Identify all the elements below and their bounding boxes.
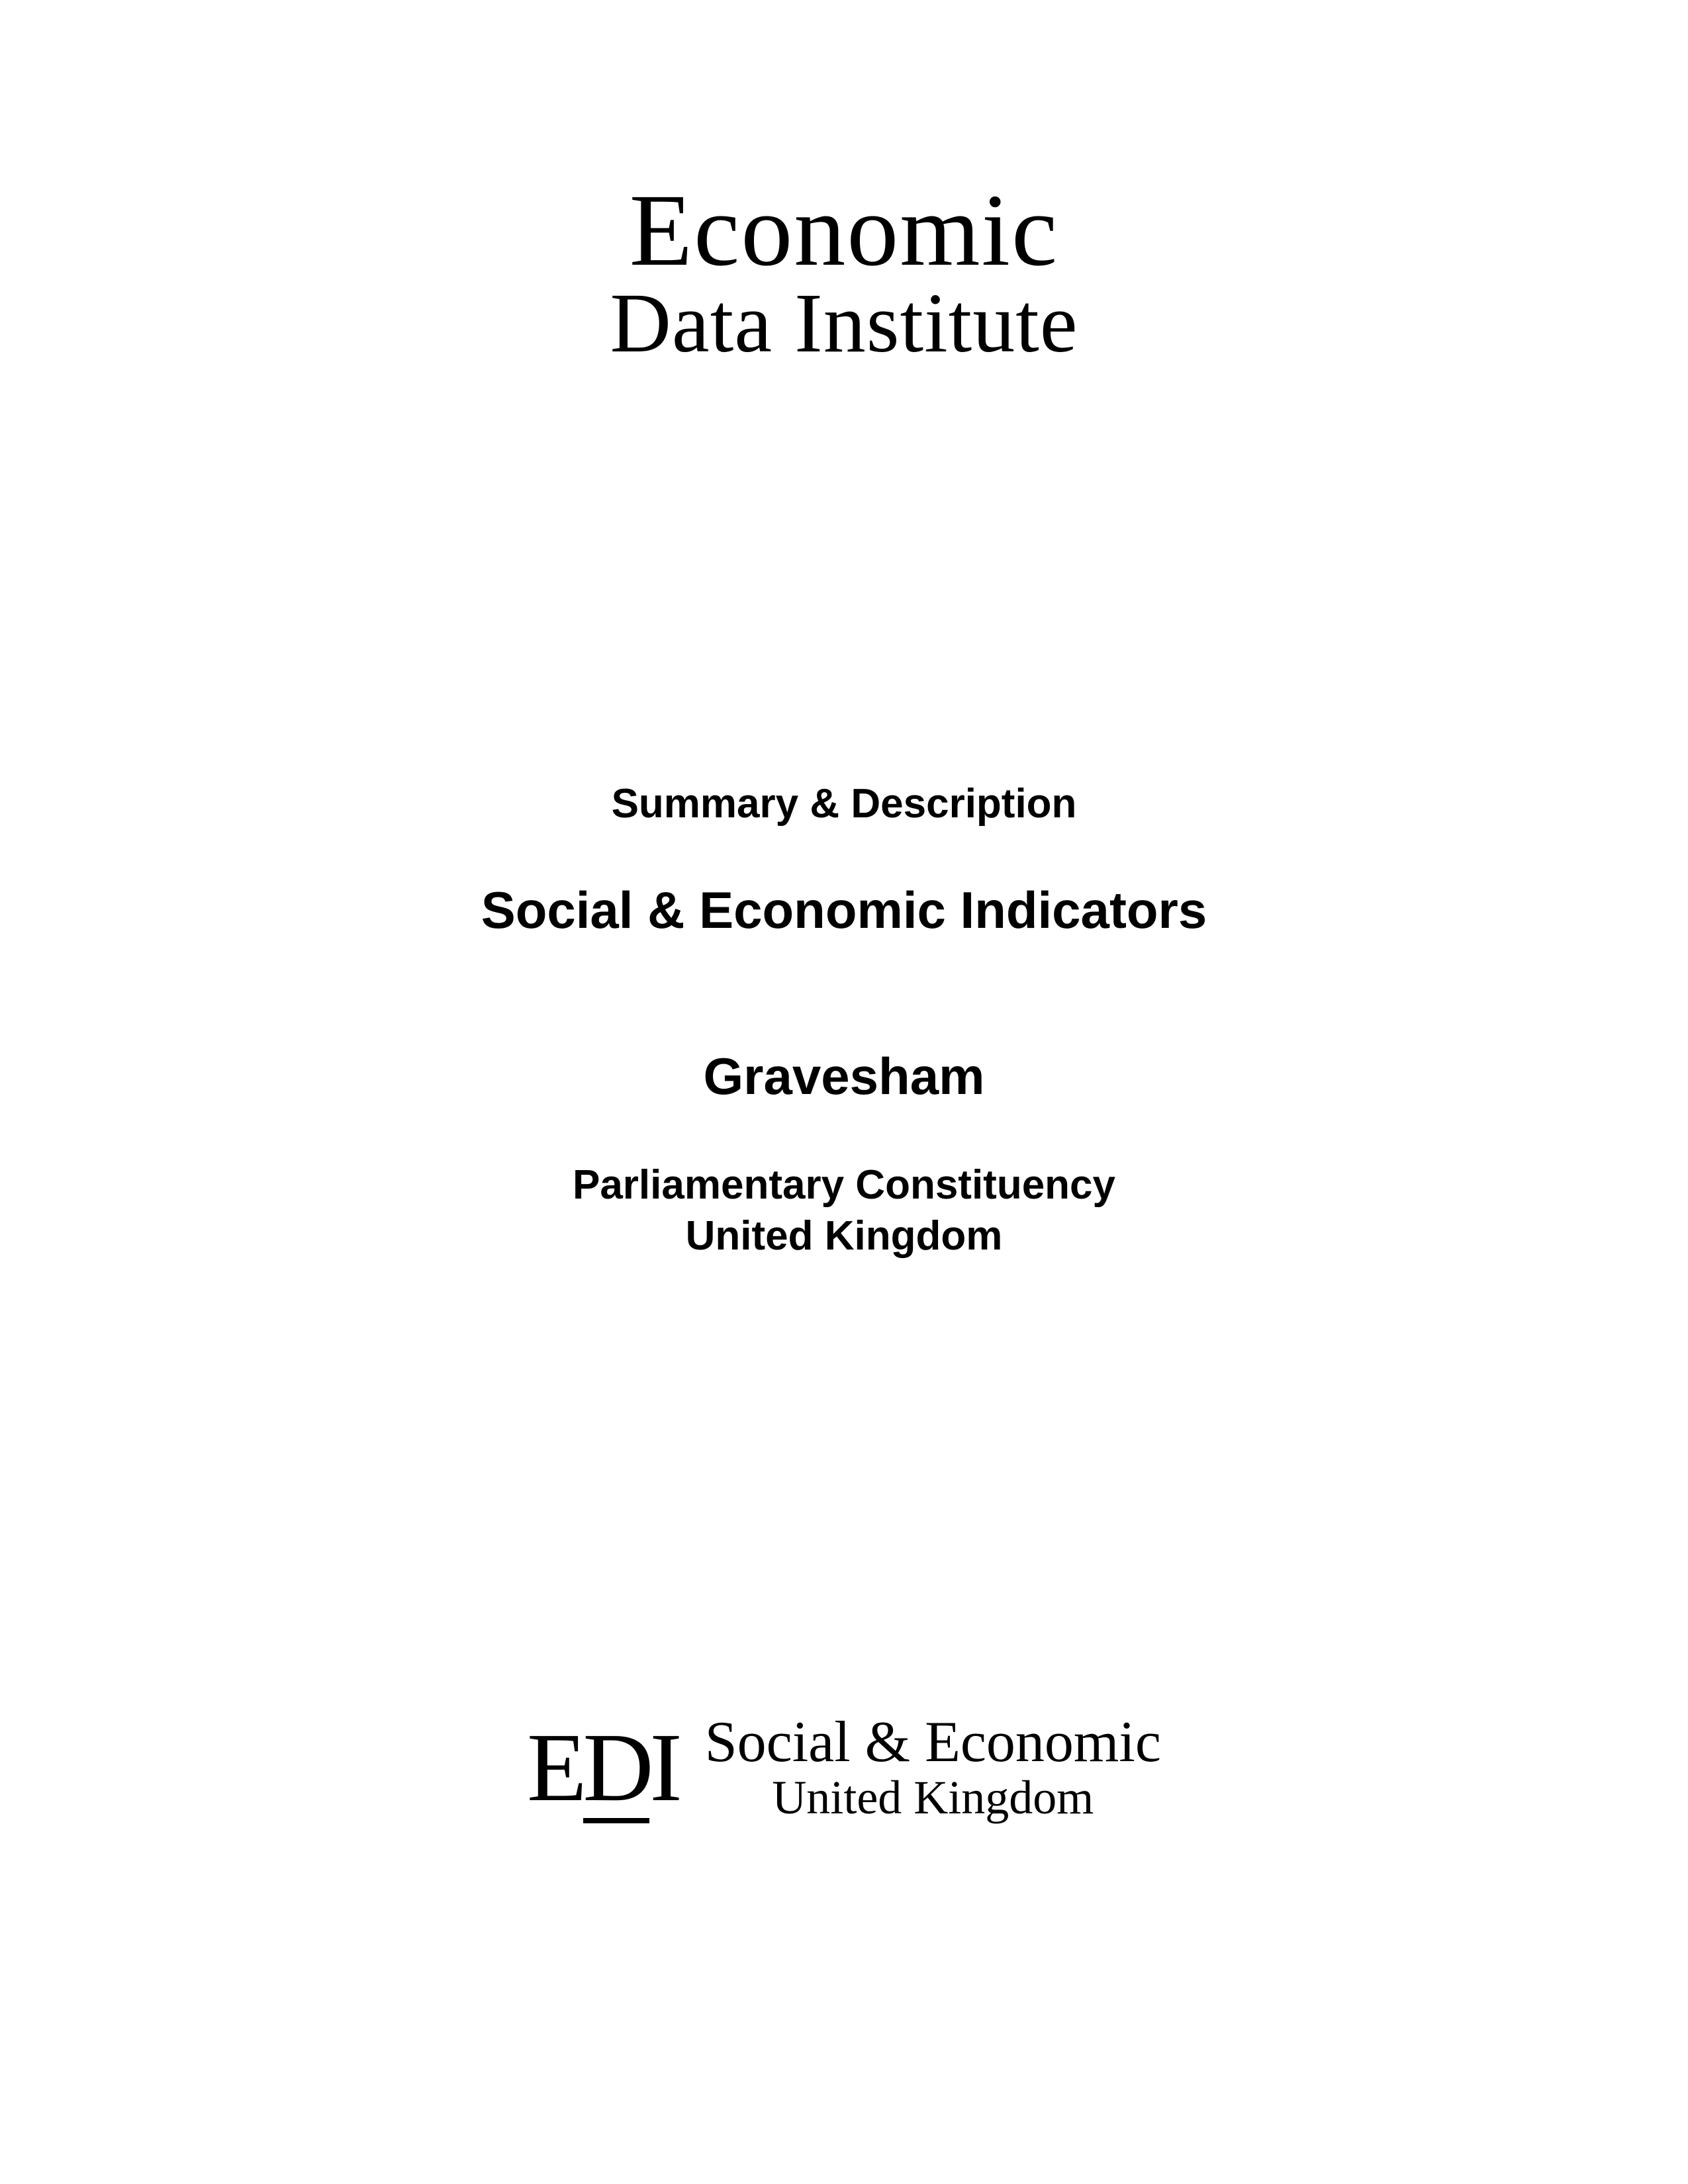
footer-line1: Social & Economic [705,1712,1161,1773]
main-logo: Economic Data Institute [610,179,1078,370]
logo-line2: Data Institute [610,277,1078,370]
subtitle-line2: United Kingdom [481,1210,1207,1262]
footer-line2: United Kingdom [705,1773,1161,1823]
content-block: Summary & Description Social & Economic … [481,780,1207,1262]
footer-logo: EDI Social & Economic United Kingdom [527,1712,1161,1823]
title-text: Social & Economic Indicators [481,880,1207,940]
subtitle-line1: Parliamentary Constituency [481,1160,1207,1211]
edi-letter-e: E [527,1719,583,1817]
edi-letter-i: I [649,1719,678,1817]
document-page: Economic Data Institute Summary & Descri… [0,0,1688,2184]
location-text: Gravesham [481,1046,1207,1107]
logo-line1: Economic [610,179,1078,282]
summary-text: Summary & Description [481,780,1207,827]
footer-text: Social & Economic United Kingdom [705,1712,1161,1823]
edi-mark: EDI [527,1719,679,1817]
edi-letter-d: D [583,1719,650,1817]
